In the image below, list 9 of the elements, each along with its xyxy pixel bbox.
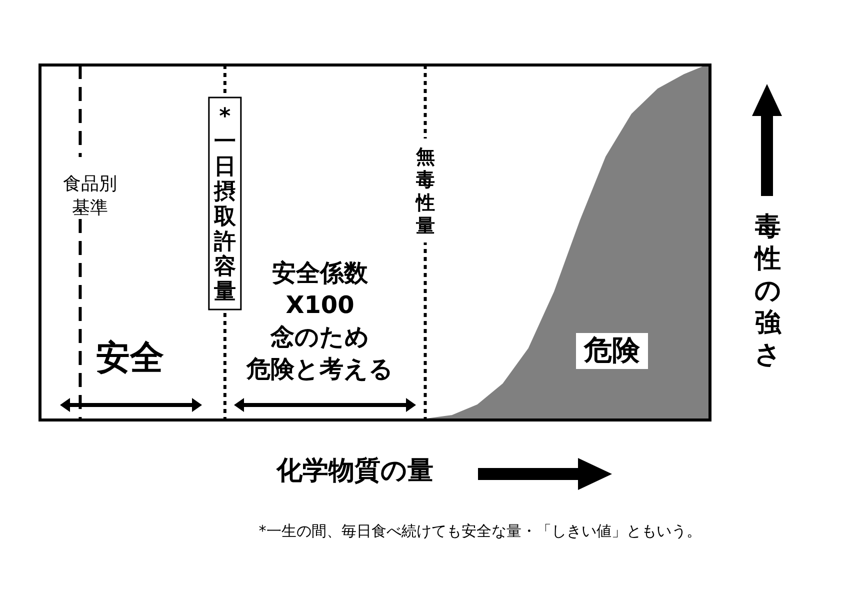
y-axis-title: 毒性の強さ: [753, 212, 782, 370]
annotation: 安全係数X100念のため危険と考える: [246, 259, 394, 384]
annotation: 安全: [96, 338, 164, 378]
annotation: *一日摂取許容量: [212, 104, 237, 305]
x-axis-title: 化学物質の量: [276, 456, 434, 486]
annotation: 食品別基準: [63, 174, 118, 219]
annotation: 危険: [583, 333, 641, 366]
annotation: 無毒性量: [414, 146, 435, 237]
text: *一生の間、毎日食べ続けても安全な量・「しきい値」ともいう。: [258, 522, 702, 540]
